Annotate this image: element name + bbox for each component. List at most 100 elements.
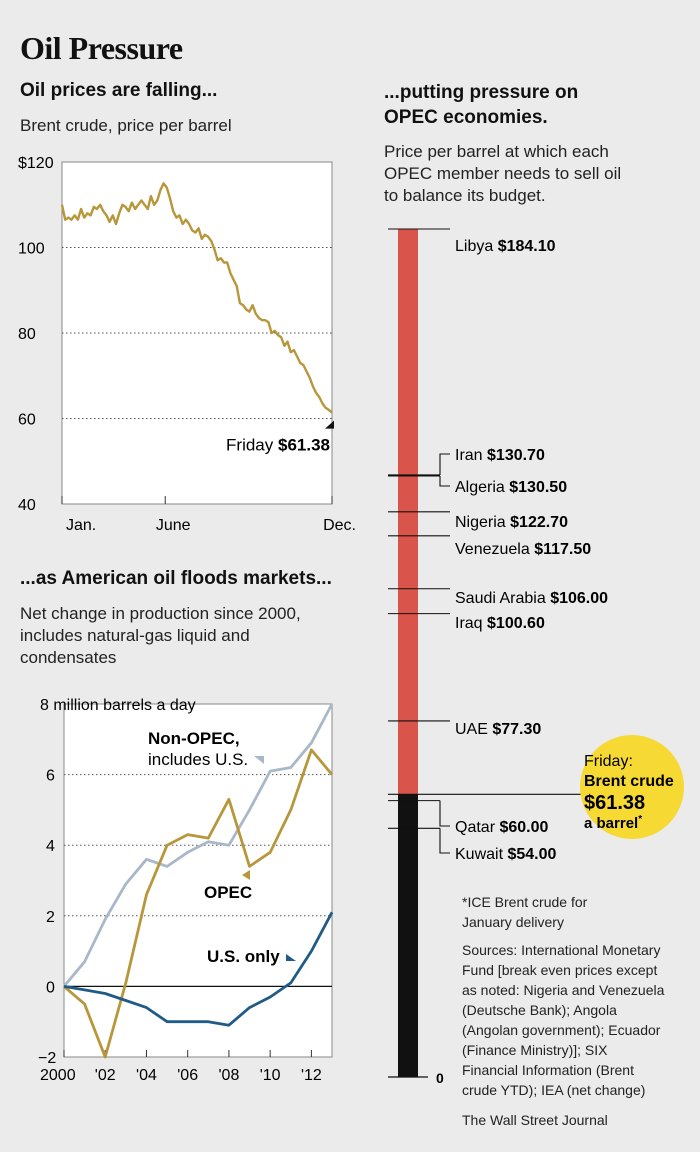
country-name: Kuwait	[455, 846, 507, 863]
country-label: Iran $130.70	[455, 447, 545, 464]
country-value: $60.00	[499, 819, 548, 836]
country-value: $122.70	[510, 514, 568, 531]
country-name: Iran	[455, 447, 487, 464]
friday-annotation: Friday $61.38	[226, 436, 330, 455]
x-tick-label: '08	[218, 1067, 239, 1084]
opec-heading-line: ...putting pressure on	[384, 82, 579, 103]
production-chart-heading: ...as American oil floods markets...	[20, 568, 332, 589]
callout-circle	[580, 735, 684, 839]
opec-arrow	[242, 870, 250, 880]
opec-subtitle-line: Price per barrel at which each	[384, 142, 609, 161]
axis-zero-label: 0	[436, 1070, 444, 1086]
country-value: $130.50	[509, 479, 567, 496]
x-tick-label: '12	[301, 1067, 322, 1084]
production-chart-subtitle: Net change in production since 2000, inc…	[20, 603, 301, 669]
y-tick-label: 60	[18, 412, 36, 429]
country-name: Algeria	[455, 479, 509, 496]
leader-line	[439, 800, 450, 827]
callout-line3: $61.38	[584, 792, 645, 814]
country-value: $106.00	[550, 590, 608, 607]
leader-line	[439, 475, 450, 487]
country-label: Venezuela $117.50	[455, 541, 591, 558]
sources-line: Financial Information (Brent	[462, 1062, 634, 1078]
callout-asterisk: *	[638, 814, 642, 825]
country-label: Nigeria $122.70	[455, 514, 568, 531]
y-tick-label: 0	[46, 979, 55, 996]
price-chart-subtitle: Brent crude, price per barrel	[20, 116, 232, 135]
y-tick-label: 8 million barrels a day	[40, 697, 196, 714]
country-label: Iraq $100.60	[455, 615, 545, 632]
country-label: Algeria $130.50	[455, 479, 567, 496]
non-opec-label-line2: includes U.S.	[148, 750, 248, 769]
opec-heading-line: OPEC economies.	[384, 107, 548, 128]
y-tick-label: 4	[46, 838, 55, 855]
x-tick-label: Dec.	[323, 517, 356, 534]
callout-line2: Brent crude	[584, 773, 674, 790]
country-name: Libya	[455, 238, 498, 255]
annotation-prefix: Friday	[226, 436, 278, 455]
us-only-arrow	[286, 954, 296, 961]
country-name: Iraq	[455, 615, 487, 632]
price-chart-heading: Oil prices are falling...	[20, 80, 218, 101]
x-tick-label: '02	[95, 1067, 116, 1084]
x-tick-label: June	[156, 517, 191, 534]
series-line-1	[63, 748, 334, 1059]
x-tick-label: 2000	[40, 1067, 76, 1084]
y-tick-label: −2	[38, 1050, 56, 1067]
y-tick-label: 2	[46, 909, 55, 926]
credit: The Wall Street Journal	[462, 1112, 608, 1128]
sources-line: (Finance Ministry)]; SIX	[462, 1042, 608, 1058]
country-value: $130.70	[487, 447, 545, 464]
country-value: $77.30	[492, 721, 541, 738]
y-tick-label: 6	[46, 768, 55, 785]
sources-line: Sources: International Monetary	[462, 942, 661, 958]
sources-line: (Deutsche Bank); Angola	[462, 1002, 617, 1018]
breakeven-bar-below-price	[398, 794, 418, 1077]
opec-breakeven-chart: 0 Libya $184.10 Iran $130.70 Algeria $130.5…	[388, 228, 684, 1086]
country-label: Kuwait $54.00	[455, 846, 557, 863]
country-name: Nigeria	[455, 514, 510, 531]
series-line-0	[62, 703, 334, 988]
x-tick-label: Jan.	[66, 517, 96, 534]
sources-line: as noted: Nigeria and Venezuela	[462, 982, 665, 998]
country-value: $100.60	[487, 615, 545, 632]
y-tick-label: $120	[18, 155, 54, 172]
brent-price-chart: $120 100 80 60 40 Jan. June Dec. Friday $61.38	[18, 155, 356, 534]
sources-line: Fund [break even prices except	[462, 962, 658, 978]
sources-line: (Angolan government); Ecuador	[462, 1022, 661, 1038]
country-label: Saudi Arabia $106.00	[455, 590, 608, 607]
y-tick-label: 40	[18, 497, 36, 514]
brent-price-line	[60, 182, 333, 414]
production-subtitle-line: condensates	[20, 648, 117, 667]
production-subtitle-line: includes natural-gas liquid and	[20, 626, 250, 645]
y-tick-label: 80	[18, 326, 36, 343]
asterisk-note-line: January delivery	[462, 914, 564, 930]
country-value: $184.10	[498, 238, 556, 255]
country-label: UAE $77.30	[455, 721, 541, 738]
country-label: Libya $184.10	[455, 238, 556, 255]
opec-chart-heading: ...putting pressure on OPEC economies.	[384, 80, 578, 130]
callout-line4-text: a barrel	[584, 815, 638, 832]
country-name: Qatar	[455, 819, 499, 836]
country-value: $54.00	[507, 846, 556, 863]
country-value: $117.50	[534, 541, 591, 558]
production-subtitle-line: Net change in production since 2000,	[20, 604, 301, 623]
page-title: Oil Pressure	[20, 30, 183, 66]
asterisk-note-line: *ICE Brent crude for	[462, 894, 588, 910]
series-line-2	[63, 911, 334, 1027]
x-tick-label: '10	[260, 1067, 281, 1084]
asterisk-note: *ICE Brent crude for January delivery	[462, 892, 694, 932]
leader-line	[439, 453, 450, 475]
opec-subtitle-line: OPEC member needs to sell oil	[384, 164, 622, 183]
leader-line	[439, 828, 450, 854]
non-opec-arrow	[254, 756, 264, 764]
country-label: Qatar $60.00	[455, 819, 549, 836]
callout-line1: Friday:	[584, 753, 633, 770]
x-tick-label: '04	[136, 1067, 157, 1084]
annotation-value: $61.38	[278, 436, 330, 455]
y-tick-label: 100	[18, 241, 45, 258]
callout-line4: a barrel*	[584, 814, 642, 832]
non-opec-label: Non-OPEC,	[148, 729, 240, 748]
sources-note: Sources: International Monetary Fund [br…	[462, 940, 696, 1100]
